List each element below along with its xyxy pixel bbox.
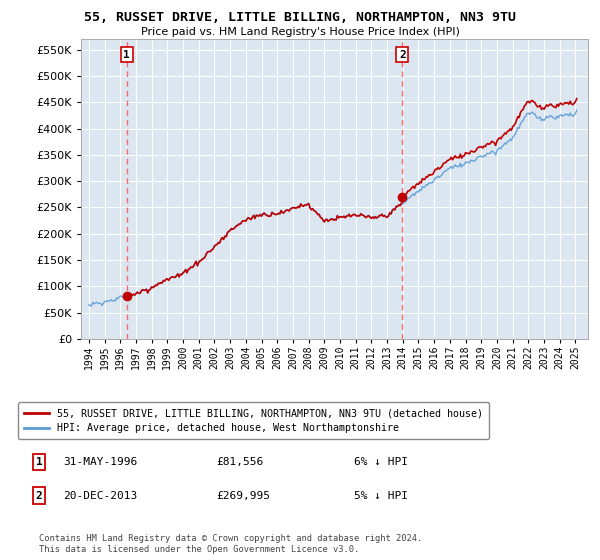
Text: 5% ↓ HPI: 5% ↓ HPI — [354, 491, 408, 501]
Text: 2: 2 — [35, 491, 43, 501]
Text: 55, RUSSET DRIVE, LITTLE BILLING, NORTHAMPTON, NN3 9TU: 55, RUSSET DRIVE, LITTLE BILLING, NORTHA… — [84, 11, 516, 24]
Legend: 55, RUSSET DRIVE, LITTLE BILLING, NORTHAMPTON, NN3 9TU (detached house), HPI: Av: 55, RUSSET DRIVE, LITTLE BILLING, NORTHA… — [17, 402, 488, 439]
Text: Price paid vs. HM Land Registry's House Price Index (HPI): Price paid vs. HM Land Registry's House … — [140, 27, 460, 37]
Text: £269,995: £269,995 — [216, 491, 270, 501]
Text: 2: 2 — [399, 50, 406, 60]
Text: Contains HM Land Registry data © Crown copyright and database right 2024.
This d: Contains HM Land Registry data © Crown c… — [39, 534, 422, 554]
Text: 1: 1 — [124, 50, 130, 60]
Text: 20-DEC-2013: 20-DEC-2013 — [63, 491, 137, 501]
Text: 31-MAY-1996: 31-MAY-1996 — [63, 457, 137, 467]
Text: £81,556: £81,556 — [216, 457, 263, 467]
Bar — [81, 39, 588, 339]
Text: 6% ↓ HPI: 6% ↓ HPI — [354, 457, 408, 467]
Text: 1: 1 — [35, 457, 43, 467]
Bar — [81, 39, 588, 339]
